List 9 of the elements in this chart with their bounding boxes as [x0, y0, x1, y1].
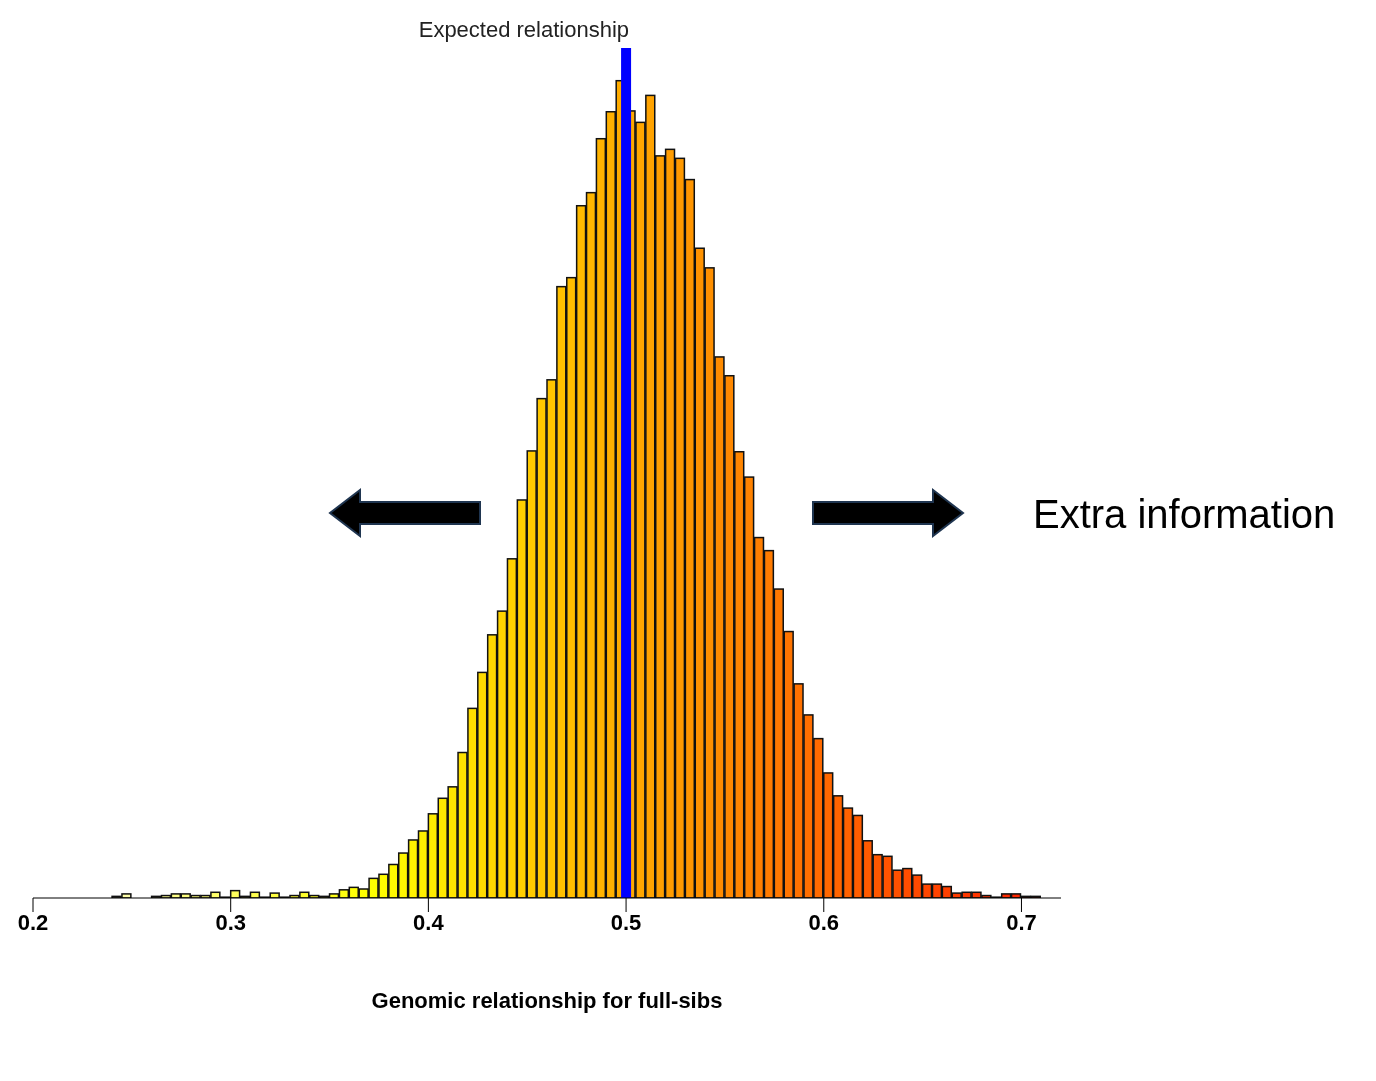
x-axis-title: Genomic relationship for full-sibs	[371, 988, 723, 1013]
x-tick-label: 0.5	[610, 909, 642, 935]
x-tick-label: 0.3	[215, 909, 246, 935]
annotation: Extra information	[1033, 492, 1336, 536]
x-tick-label: 0.6	[808, 909, 840, 935]
ref-line-label: Expected relationship	[418, 16, 630, 42]
x-tick-label: 0.4	[413, 909, 445, 935]
x-tick-label: 0.7	[1006, 909, 1037, 935]
x-tick-label: 0.2	[17, 909, 49, 935]
